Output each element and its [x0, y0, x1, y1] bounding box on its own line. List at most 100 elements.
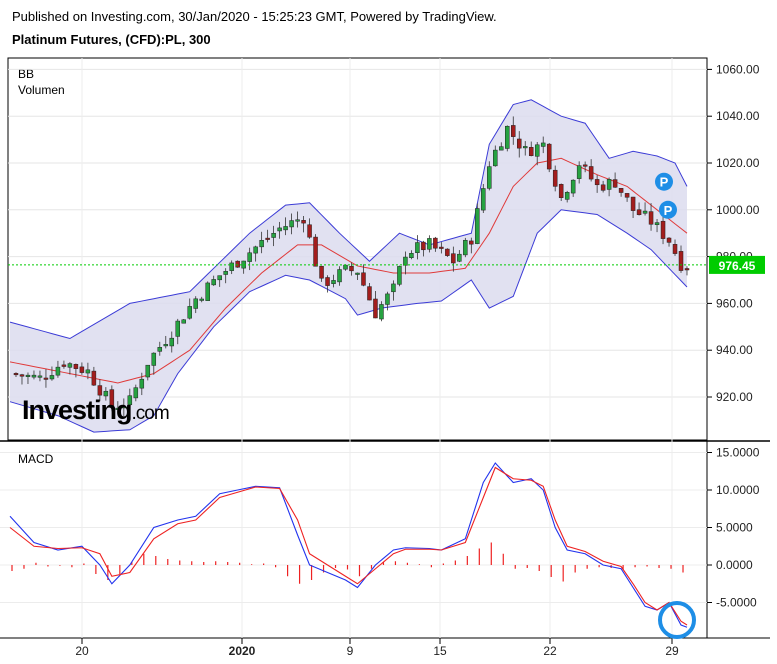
candle-body: [253, 246, 258, 254]
candle-body: [49, 375, 55, 380]
candle-body: [85, 369, 91, 374]
logo-suffix: .com: [131, 403, 170, 424]
last-price-badge: [709, 255, 765, 274]
candle-body: [151, 352, 157, 366]
candle-body: [133, 387, 139, 399]
logo-main: Investing: [22, 395, 133, 425]
candle-body: [121, 406, 127, 409]
candle-body: [259, 240, 264, 248]
macd-line: [9, 462, 688, 628]
candle-body: [576, 165, 582, 179]
candle-body: [511, 125, 516, 137]
candle-body: [493, 149, 498, 167]
candle-body: [109, 389, 115, 408]
time-tick-label: 15: [433, 644, 447, 658]
candle-body: [463, 239, 468, 256]
candle-body: [588, 166, 594, 180]
candle-body: [385, 293, 390, 305]
price-tick-label: 1000.00: [716, 203, 760, 217]
candle-body: [558, 184, 564, 198]
candle-body: [433, 237, 438, 249]
candle-body: [271, 232, 276, 238]
bb-indicator-label[interactable]: BB: [18, 67, 35, 81]
candle-body: [457, 253, 462, 262]
bollinger-basis-line: [9, 157, 688, 384]
candle-body: [409, 253, 414, 258]
candle-body: [175, 320, 181, 337]
candle-body: [307, 224, 312, 238]
candle-body: [475, 208, 480, 244]
candle-body: [594, 179, 600, 186]
candle-body: [487, 166, 492, 189]
candle-body: [451, 253, 456, 264]
candle-body: [600, 184, 606, 191]
macd-indicator-label[interactable]: MACD: [18, 452, 54, 466]
candle-body: [247, 252, 252, 262]
candle-body: [546, 143, 552, 170]
candle-body: [343, 264, 348, 270]
candle-body: [624, 193, 630, 198]
candle-body: [564, 192, 570, 200]
price-tick-label: 940.00: [716, 343, 753, 357]
bollinger-lower-line: [9, 209, 688, 433]
price-tick-label: 960.00: [716, 296, 753, 310]
candle-body: [229, 262, 234, 271]
candle-body: [678, 251, 684, 271]
candle-body: [361, 272, 366, 286]
candle-body: [67, 363, 73, 368]
candle-body: [331, 280, 336, 284]
price-tick-label: 1060.00: [716, 62, 760, 76]
candle-body: [337, 269, 342, 283]
candle-body: [612, 179, 618, 188]
time-tick-label: 20: [75, 644, 89, 658]
candle-body: [217, 275, 222, 281]
candle-body: [295, 219, 300, 222]
candle-body: [654, 222, 660, 225]
candle-body: [79, 366, 85, 373]
candle-body: [421, 241, 426, 251]
pivot-marker: [659, 200, 677, 219]
price-tick-label: 1020.00: [716, 156, 760, 170]
candle-body: [25, 374, 31, 377]
candle-body: [367, 286, 372, 301]
candle-body: [73, 364, 79, 369]
candle-body: [319, 265, 324, 279]
candle-body: [283, 226, 288, 231]
candle-body: [672, 244, 678, 254]
candle-body: [552, 169, 558, 187]
time-tick-label: 2020: [229, 644, 256, 658]
candle-body: [37, 375, 43, 378]
volume-indicator-label[interactable]: Volumen: [18, 83, 65, 97]
candle-body: [540, 142, 546, 147]
candle-body: [379, 304, 384, 320]
candle-body: [570, 179, 576, 194]
price-tick-label: 1040.00: [716, 109, 760, 123]
bollinger-upper-line: [9, 99, 688, 340]
candle-body: [187, 306, 192, 319]
published-caption: Published on Investing.com, 30/Jan/2020 …: [12, 9, 497, 24]
candle-body: [606, 179, 612, 190]
candle-body: [163, 344, 169, 347]
candle-body: [211, 279, 216, 286]
candle-body: [205, 282, 210, 301]
candle-body: [666, 237, 672, 243]
time-tick-label: 9: [347, 644, 354, 658]
candle-body: [139, 378, 145, 389]
candle-body: [397, 266, 402, 285]
candle-body: [630, 196, 636, 211]
candle-body: [31, 374, 37, 378]
candle-body: [403, 256, 408, 266]
pivot-marker-label: P: [660, 175, 669, 190]
candle-body: [145, 364, 151, 378]
candle-body: [169, 337, 175, 347]
candle-body: [516, 138, 522, 149]
candle-body: [61, 364, 67, 367]
pivot-marker-label: P: [664, 203, 673, 218]
candle-body: [325, 277, 330, 286]
candle-body: [636, 209, 642, 215]
candle-body: [115, 407, 121, 410]
time-tick-label: 29: [665, 644, 679, 658]
candle-body: [355, 272, 360, 275]
candle-body: [13, 373, 19, 376]
